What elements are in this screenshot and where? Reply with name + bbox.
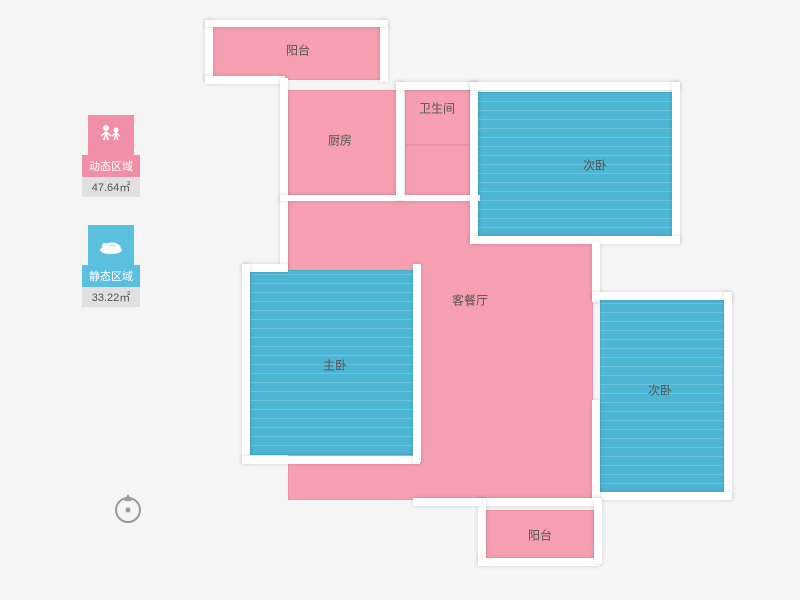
room-label-balcony-bottom: 阳台 [528, 527, 552, 544]
wall-8 [413, 264, 421, 462]
wall-25 [413, 498, 481, 506]
wall-20 [592, 400, 600, 500]
legend-dynamic-label: 动态区域 [82, 155, 140, 177]
wall-19 [592, 492, 732, 500]
room-label-kitchen: 厨房 [328, 132, 352, 149]
wall-13 [470, 82, 680, 90]
wall-14 [672, 82, 680, 242]
room-bed-ne [478, 92, 673, 237]
wall-9 [280, 195, 480, 201]
legend-static-value: 33.22㎡ [82, 287, 140, 307]
room-bathroom [405, 90, 470, 145]
wall-10 [396, 82, 404, 200]
wall-18 [724, 292, 732, 498]
wall-17 [592, 292, 732, 300]
wall-2 [380, 20, 388, 82]
wall-3 [205, 20, 387, 27]
wall-0 [205, 20, 213, 82]
legend-static: 静态区域 33.22㎡ [80, 225, 142, 307]
compass-icon [110, 490, 146, 526]
room-label-master-bed: 主卧 [323, 357, 347, 374]
people-icon [88, 115, 134, 155]
wall-15 [470, 236, 680, 244]
legend-dynamic: 动态区域 47.64㎡ [80, 115, 142, 197]
room-label-balcony-top: 阳台 [286, 42, 310, 59]
fill-1 [405, 145, 470, 200]
room-label-bed-se: 次卧 [648, 382, 672, 399]
floorplan: 阳台厨房卫生间客餐厅主卧次卧次卧阳台 [200, 20, 730, 580]
wall-6 [242, 264, 250, 462]
wall-4 [280, 78, 288, 268]
legend-static-label: 静态区域 [82, 265, 140, 287]
wall-21 [478, 498, 600, 506]
wall-23 [478, 558, 600, 566]
wall-12 [470, 82, 478, 242]
room-label-bathroom: 卫生间 [419, 100, 455, 117]
wall-24 [594, 498, 602, 564]
legend-dynamic-value: 47.64㎡ [82, 177, 140, 197]
wall-22 [478, 498, 486, 564]
sleep-icon [88, 225, 134, 265]
room-label-bed-ne: 次卧 [583, 157, 607, 174]
wall-7 [242, 456, 420, 464]
legend: 动态区域 47.64㎡ 静态区域 33.22㎡ [80, 115, 142, 335]
room-label-living: 客餐厅 [452, 292, 488, 309]
wall-11 [396, 82, 478, 90]
wall-1 [205, 76, 285, 84]
